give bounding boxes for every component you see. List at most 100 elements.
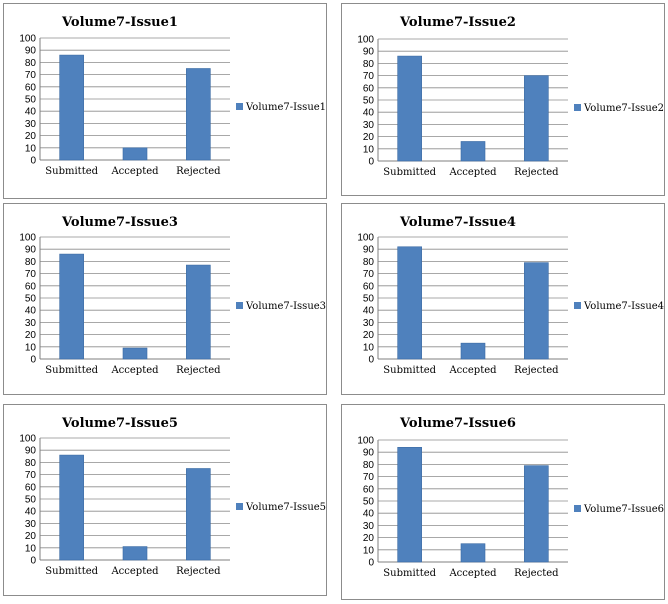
chart-title: Volume7-Issue4 bbox=[399, 215, 516, 230]
y-tick-label: 40 bbox=[25, 306, 37, 317]
y-tick-label: 80 bbox=[25, 458, 37, 469]
y-tick-label: 60 bbox=[25, 82, 37, 93]
x-tick-label: Submitted bbox=[383, 167, 436, 178]
chart-title: Volume7-Issue1 bbox=[61, 15, 178, 30]
x-tick-label: Submitted bbox=[383, 365, 436, 376]
legend-swatch bbox=[236, 103, 243, 110]
chart-title: Volume7-Issue2 bbox=[399, 15, 516, 30]
y-tick-label: 70 bbox=[25, 269, 37, 280]
y-tick-label: 20 bbox=[363, 132, 375, 143]
bar-submitted bbox=[59, 54, 84, 161]
y-tick-label: 20 bbox=[25, 131, 37, 142]
legend-swatch bbox=[574, 505, 581, 512]
x-tick-label: Rejected bbox=[176, 166, 221, 177]
legend-label: Volume7-Issue2 bbox=[583, 103, 664, 114]
y-tick-label: 40 bbox=[25, 507, 37, 518]
y-tick-label: 60 bbox=[25, 482, 37, 493]
y-tick-label: 0 bbox=[30, 556, 36, 567]
y-tick-label: 0 bbox=[368, 355, 374, 366]
y-tick-label: 100 bbox=[357, 35, 374, 46]
y-tick-label: 100 bbox=[357, 436, 374, 447]
y-tick-label: 0 bbox=[30, 156, 36, 167]
y-tick-label: 90 bbox=[25, 446, 37, 457]
chart-title: Volume7-Issue6 bbox=[399, 416, 516, 431]
y-tick-label: 80 bbox=[363, 257, 375, 268]
bar-submitted bbox=[397, 447, 422, 563]
y-tick-label: 50 bbox=[25, 495, 37, 506]
y-tick-label: 60 bbox=[363, 83, 375, 94]
chart-panel-issue1: Volume7-Issue1 0 10 20 30 40 50 60 70 80 90 100 Subm… bbox=[3, 3, 327, 199]
y-tick-label: 70 bbox=[363, 269, 375, 280]
y-tick-label: 70 bbox=[25, 470, 37, 481]
x-tick-label: Rejected bbox=[514, 167, 559, 178]
x-tick-label: Rejected bbox=[514, 365, 559, 376]
y-tick-label: 60 bbox=[363, 281, 375, 292]
y-tick-label: 20 bbox=[363, 533, 375, 544]
legend-swatch bbox=[574, 104, 581, 111]
x-tick-label: Accepted bbox=[110, 166, 159, 177]
y-tick-label: 30 bbox=[363, 120, 375, 131]
chart-panel-issue4: Volume7-Issue4 0 10 20 30 40 50 60 70 80 90 100 Subm… bbox=[341, 203, 665, 395]
y-tick-label: 90 bbox=[25, 46, 37, 57]
y-tick-label: 90 bbox=[363, 245, 375, 256]
bar-accepted bbox=[460, 141, 486, 162]
y-tick-label: 50 bbox=[363, 497, 375, 508]
y-tick-label: 100 bbox=[19, 233, 36, 244]
chart-title: Volume7-Issue5 bbox=[61, 416, 178, 431]
legend-swatch bbox=[574, 302, 581, 309]
x-tick-label: Accepted bbox=[448, 167, 497, 178]
legend-label: Volume7-Issue3 bbox=[245, 301, 326, 312]
y-tick-label: 30 bbox=[25, 119, 37, 130]
y-tick-label: 100 bbox=[19, 34, 36, 45]
y-tick-label: 0 bbox=[30, 355, 36, 366]
y-tick-label: 70 bbox=[25, 70, 37, 81]
x-tick-label: Accepted bbox=[110, 365, 159, 376]
y-tick-label: 0 bbox=[368, 558, 374, 569]
y-tick-label: 50 bbox=[25, 294, 37, 305]
x-tick-label: Rejected bbox=[514, 568, 559, 579]
y-tick-label: 100 bbox=[357, 233, 374, 244]
y-tick-label: 30 bbox=[363, 318, 375, 329]
y-tick-label: 30 bbox=[25, 318, 37, 329]
y-tick-label: 100 bbox=[19, 434, 36, 445]
bar-rejected bbox=[186, 264, 211, 360]
chart-title: Volume7-Issue3 bbox=[61, 215, 178, 230]
y-tick-label: 80 bbox=[25, 257, 37, 268]
bar-rejected bbox=[186, 68, 211, 161]
x-tick-label: Rejected bbox=[176, 566, 221, 577]
y-tick-label: 70 bbox=[363, 472, 375, 483]
x-tick-label: Accepted bbox=[110, 566, 159, 577]
legend-swatch bbox=[236, 503, 243, 510]
y-tick-label: 30 bbox=[25, 519, 37, 530]
y-tick-label: 80 bbox=[363, 59, 375, 70]
y-tick-label: 10 bbox=[363, 342, 375, 353]
legend-label: Volume7-Issue6 bbox=[583, 504, 664, 515]
y-tick-label: 40 bbox=[363, 306, 375, 317]
y-tick-label: 20 bbox=[363, 330, 375, 341]
legend-label: Volume7-Issue5 bbox=[245, 502, 326, 513]
y-tick-label: 90 bbox=[363, 47, 375, 58]
legend-swatch bbox=[236, 302, 243, 309]
y-tick-label: 80 bbox=[25, 58, 37, 69]
bar-accepted bbox=[460, 543, 486, 563]
y-tick-label: 70 bbox=[363, 71, 375, 82]
y-tick-label: 60 bbox=[363, 484, 375, 495]
bar-submitted bbox=[397, 246, 422, 360]
bar-submitted bbox=[397, 55, 422, 162]
bar-accepted bbox=[460, 342, 486, 360]
chart-panel-issue6: Volume7-Issue6 0 10 20 30 40 50 60 70 80 90 100 Subm… bbox=[341, 404, 665, 600]
y-tick-label: 30 bbox=[363, 521, 375, 532]
y-tick-label: 10 bbox=[363, 144, 375, 155]
y-tick-label: 10 bbox=[25, 342, 37, 353]
y-tick-label: 10 bbox=[363, 545, 375, 556]
x-tick-label: Accepted bbox=[448, 568, 497, 579]
y-tick-label: 50 bbox=[363, 294, 375, 305]
x-tick-label: Submitted bbox=[45, 566, 98, 577]
y-tick-label: 40 bbox=[363, 108, 375, 119]
